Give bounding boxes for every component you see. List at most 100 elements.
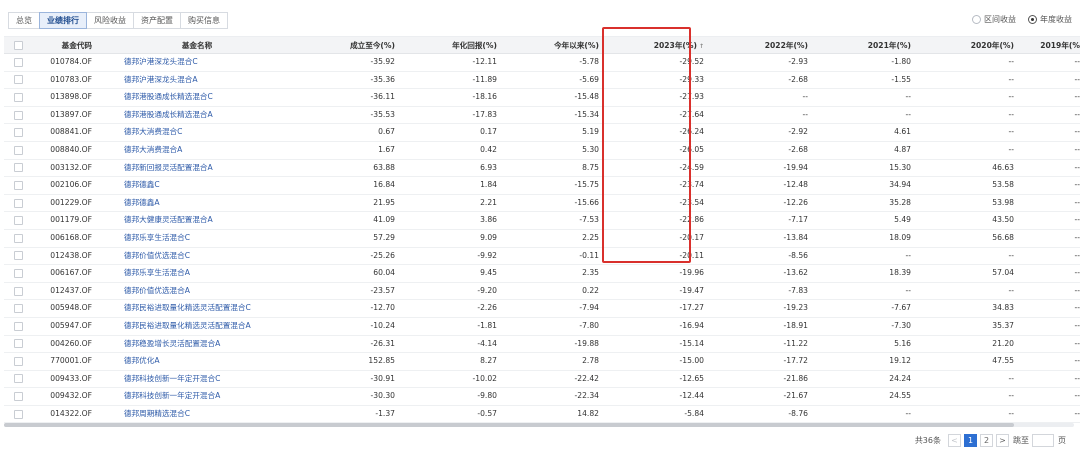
table-row[interactable]: 001229.OF 德邦德鑫A 21.95 2.21 -15.66 -23.54 -12.2… [4,194,1080,213]
row-select-cell[interactable] [4,89,32,106]
row-select-cell[interactable] [4,300,32,317]
row-checkbox[interactable] [13,409,23,419]
fund-name-link[interactable]: 德邦科技创新一年定开混合C [124,373,221,383]
row-select-cell[interactable] [4,265,32,282]
fund-name-link[interactable]: 德邦沪港深龙头混合C [124,57,198,66]
fund-name-link[interactable]: 德邦乐享生活混合C [124,232,191,242]
tab-3[interactable]: 资产配置 [133,12,181,29]
radio-option-1[interactable]: 年度收益 [1028,14,1072,25]
tab-4[interactable]: 购买信息 [180,12,228,29]
row-checkbox[interactable] [13,75,23,85]
row-select-cell[interactable] [4,353,32,370]
row-select-cell[interactable] [4,124,32,141]
row-select-cell[interactable] [4,195,32,212]
row-select-cell[interactable] [4,107,32,124]
table-row[interactable]: 009432.OF 德邦科技创新一年定开混合A -30.30 -9.80 -22.34 -… [4,388,1080,406]
table-row[interactable]: 008841.OF 德邦大消费混合C 0.67 0.17 5.19 -26.24 -2.92… [4,124,1080,142]
fund-name-link[interactable]: 德邦乐享生活混合A [124,268,190,278]
sort-ascending-icon[interactable]: ↑ [698,43,704,50]
fund-name-link[interactable]: 德邦大消费混合A [124,144,183,154]
table-row[interactable]: 006167.OF 德邦乐享生活混合A 60.04 9.45 2.35 -19.96 -13… [4,265,1080,283]
row-checkbox[interactable] [13,392,23,402]
fund-name-link[interactable]: 德邦大消费混合C [124,127,183,137]
row-select-cell[interactable] [4,54,32,71]
row-checkbox[interactable] [13,268,23,278]
header-ytd[interactable]: 今年以来(%) [554,41,599,50]
page-1-button[interactable]: 1 [964,434,977,447]
header-select-all[interactable] [4,37,32,53]
table-row[interactable]: 008840.OF 德邦大消费混合A 1.67 0.42 5.30 -26.05 -2.68… [4,141,1080,160]
row-select-cell[interactable] [4,142,32,159]
fund-name-link[interactable]: 德邦稳盈增长灵活配置混合A [124,338,221,348]
table-row[interactable]: 010783.OF 德邦沪港深龙头混合A -35.36 -11.89 -5.69 -29.… [4,71,1080,90]
table-row[interactable]: 013897.OF 德邦港股通成长精选混合A -35.53 -17.83 -15.34 -… [4,106,1080,125]
fund-name-link[interactable]: 德邦优化A [124,356,160,366]
row-select-cell[interactable] [4,72,32,89]
header-annualized[interactable]: 年化回报(%) [452,41,497,50]
fund-name-link[interactable]: 德邦民裕进取量化精选灵活配置混合C [124,303,251,313]
table-row[interactable]: 013898.OF 德邦港股通成长精选混合C -36.11 -18.16 -15.48 -… [4,89,1080,107]
row-select-cell[interactable] [4,212,32,229]
row-checkbox[interactable] [13,57,23,67]
page-2-button[interactable]: 2 [980,434,993,447]
row-checkbox[interactable] [13,128,23,138]
fund-name-link[interactable]: 德邦价值优选混合A [124,285,190,295]
row-checkbox[interactable] [13,233,23,243]
table-row[interactable]: 770001.OF 德邦优化A 152.85 8.27 2.78 -15.00 -17.72… [4,353,1080,371]
fund-name-link[interactable]: 德邦科技创新一年定开混合A [124,391,221,401]
row-checkbox[interactable] [13,374,23,384]
radio-option-0[interactable]: 区间收益 [972,14,1016,25]
row-checkbox[interactable] [13,110,23,120]
fund-name-link[interactable]: 德邦民裕进取量化精选灵活配置混合A [124,320,251,330]
header-2020[interactable]: 2020年(%) [970,41,1014,50]
table-row[interactable]: 003132.OF 德邦新回报灵活配置混合A 63.88 6.93 8.75 -24.59… [4,159,1080,178]
row-select-cell[interactable] [4,248,32,265]
table-row[interactable]: 014322.OF 德邦周期精选混合C -1.37 -0.57 14.82 -5.84 -8… [4,405,1080,424]
row-select-cell[interactable] [4,371,32,388]
table-row[interactable]: 012438.OF 德邦价值优选混合C -25.26 -9.92 -0.11 -20.11… [4,247,1080,266]
row-select-cell[interactable] [4,230,32,247]
row-checkbox[interactable] [13,321,23,331]
table-row[interactable]: 001179.OF 德邦大健康灵活配置混合A 41.09 3.86 -7.53 -22.8… [4,212,1080,230]
row-checkbox[interactable] [13,356,23,366]
header-2023[interactable]: 2023年(%) ↑ [599,37,704,53]
row-checkbox[interactable] [13,251,23,261]
row-select-cell[interactable] [4,318,32,335]
row-checkbox[interactable] [13,92,23,102]
prev-page-button[interactable]: < [948,434,961,447]
row-checkbox[interactable] [13,286,23,296]
row-checkbox[interactable] [13,304,23,314]
radio-button-icon[interactable] [1028,15,1037,24]
table-row[interactable]: 004260.OF 德邦稳盈增长灵活配置混合A -26.31 -4.14 -19.88 -… [4,335,1080,354]
fund-name-link[interactable]: 德邦港股通成长精选混合A [124,109,213,119]
row-checkbox[interactable] [13,163,23,173]
table-row[interactable]: 005948.OF 德邦民裕进取量化精选灵活配置混合C -12.70 -2.26 -7.… [4,300,1080,318]
row-select-cell[interactable] [4,283,32,300]
header-name[interactable]: 基金名称 [181,41,213,50]
tab-1[interactable]: 业绩排行 [39,12,87,29]
table-row[interactable]: 010784.OF 德邦沪港深龙头混合C -35.92 -12.11 -5.78 -29.… [4,54,1080,72]
row-checkbox[interactable] [13,216,23,226]
table-row[interactable]: 006168.OF 德邦乐享生活混合C 57.29 9.09 2.25 -20.17 -13… [4,229,1080,248]
row-checkbox[interactable] [13,145,23,155]
row-select-cell[interactable] [4,160,32,177]
header-2019[interactable]: 2019年(% [1040,41,1080,50]
select-all-checkbox[interactable] [13,40,23,50]
row-checkbox[interactable] [13,180,23,190]
next-page-button[interactable]: > [996,434,1009,447]
scrollbar-thumb[interactable] [4,423,1014,427]
fund-name-link[interactable]: 德邦德鑫C [124,180,160,190]
row-checkbox[interactable] [13,198,23,208]
table-row[interactable]: 005947.OF 德邦民裕进取量化精选灵活配置混合A -10.24 -1.81 -7.… [4,317,1080,336]
table-row[interactable]: 002106.OF 德邦德鑫C 16.84 1.84 -15.75 -23.74 -12.4… [4,177,1080,195]
row-select-cell[interactable] [4,336,32,353]
fund-name-link[interactable]: 德邦德鑫A [124,197,160,207]
fund-name-link[interactable]: 德邦价值优选混合C [124,250,191,260]
row-select-cell[interactable] [4,406,32,423]
radio-button-icon[interactable] [972,15,981,24]
row-checkbox[interactable] [13,339,23,349]
fund-name-link[interactable]: 德邦周期精选混合C [124,408,191,418]
tab-0[interactable]: 总览 [8,12,40,29]
header-2021[interactable]: 2021年(%) [867,41,911,50]
table-row[interactable]: 012437.OF 德邦价值优选混合A -23.57 -9.20 0.22 -19.47 -… [4,282,1080,301]
